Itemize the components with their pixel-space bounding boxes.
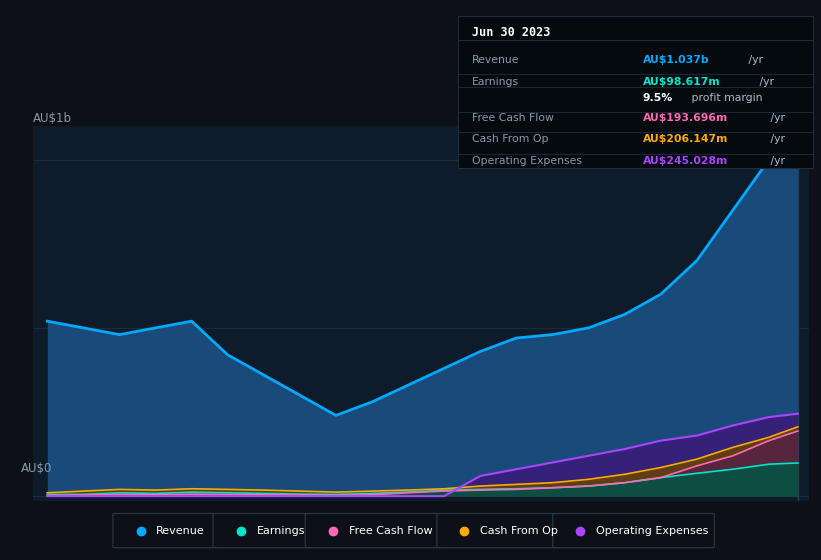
FancyBboxPatch shape [437,514,559,548]
Text: AU$0: AU$0 [21,462,52,475]
Text: Earnings: Earnings [472,77,520,87]
Text: AU$1.037b: AU$1.037b [643,55,709,66]
Text: AU$98.617m: AU$98.617m [643,77,720,87]
FancyBboxPatch shape [553,514,714,548]
Text: Free Cash Flow: Free Cash Flow [472,113,554,123]
FancyBboxPatch shape [113,514,219,548]
FancyBboxPatch shape [305,514,443,548]
Text: AU$193.696m: AU$193.696m [643,113,727,123]
Text: Revenue: Revenue [156,526,205,535]
Text: Free Cash Flow: Free Cash Flow [349,526,432,535]
Text: /yr: /yr [756,77,774,87]
Text: profit margin: profit margin [688,94,763,104]
FancyBboxPatch shape [213,514,312,548]
Text: 9.5%: 9.5% [643,94,672,104]
Text: Operating Expenses: Operating Expenses [472,156,582,166]
Text: AU$1b: AU$1b [33,113,72,125]
Text: AU$206.147m: AU$206.147m [643,134,728,144]
Text: Jun 30 2023: Jun 30 2023 [472,26,551,39]
Text: /yr: /yr [768,113,786,123]
Text: /yr: /yr [768,134,786,144]
Text: Cash From Op: Cash From Op [480,526,558,535]
Text: /yr: /yr [745,55,763,66]
Text: Operating Expenses: Operating Expenses [596,526,709,535]
Text: /yr: /yr [768,156,786,166]
Text: Revenue: Revenue [472,55,520,66]
Text: Cash From Op: Cash From Op [472,134,548,144]
Text: Earnings: Earnings [256,526,305,535]
Text: AU$245.028m: AU$245.028m [643,156,727,166]
